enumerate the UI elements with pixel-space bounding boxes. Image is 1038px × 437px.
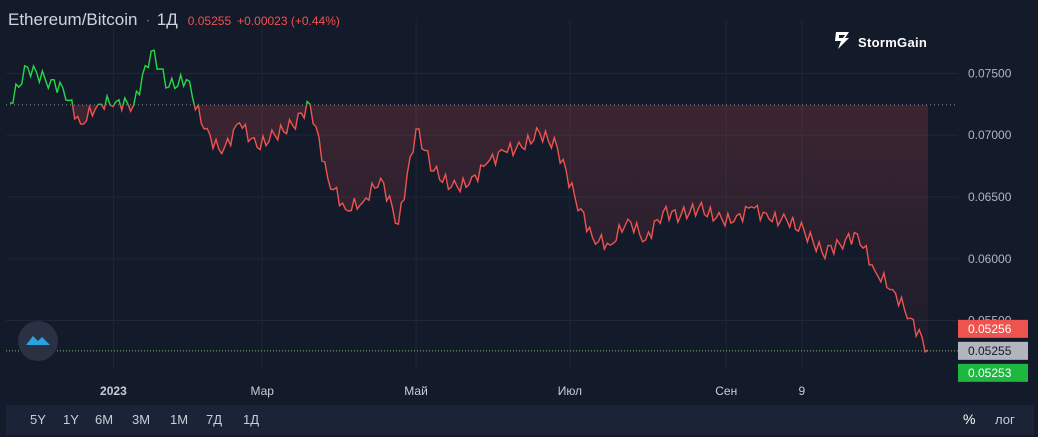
data-point (450, 186, 452, 188)
data-point (274, 134, 276, 136)
price-line-up (9, 49, 311, 105)
symbol-title: Ethereum/Bitcoin (8, 10, 138, 29)
data-point (909, 317, 911, 319)
data-point (291, 124, 293, 126)
range-1d-button[interactable]: 1Д (243, 412, 260, 427)
price-label-current-box (958, 341, 1028, 360)
data-point (574, 196, 576, 198)
cloud-icon (25, 331, 51, 352)
data-point (609, 244, 611, 246)
data-point (662, 211, 664, 213)
range-3m-button[interactable]: 3M (132, 412, 151, 427)
data-point (592, 237, 594, 239)
data-point (344, 208, 346, 210)
data-point (309, 103, 311, 105)
data-point (768, 218, 770, 220)
data-point (433, 170, 435, 172)
data-point (397, 223, 399, 225)
data-point (168, 86, 170, 88)
data-point (97, 103, 99, 105)
data-point (503, 150, 505, 152)
data-point (839, 243, 841, 245)
data-point (80, 123, 82, 125)
y-tick-label: 0.07500 (968, 66, 1012, 80)
data-point (44, 79, 46, 81)
range-toolbar: 5Y 1Y 6M 3M 1M 7Д 1Д % лог (6, 405, 1034, 435)
data-point (486, 163, 488, 165)
data-point (733, 221, 735, 223)
data-point (133, 105, 135, 107)
y-tick-label: 0.07000 (968, 128, 1012, 142)
x-tick-label: 9 (799, 384, 806, 398)
data-point (362, 201, 364, 203)
x-tick-label: Мар (250, 384, 274, 398)
data-point (803, 231, 805, 233)
data-point (239, 122, 241, 124)
data-point (645, 239, 647, 241)
data-point (415, 128, 417, 130)
brand-name: StormGain (858, 35, 928, 50)
data-point (680, 215, 682, 217)
data-point (786, 219, 788, 221)
price-area-fill (10, 104, 928, 352)
percent-scale-button[interactable]: % (963, 411, 976, 427)
price-change: +0.00023 (+0.44%) (237, 14, 340, 28)
data-point (698, 207, 700, 209)
data-point (750, 206, 752, 208)
data-point (892, 289, 894, 291)
data-point (327, 177, 329, 179)
price-label-high-box (958, 319, 1028, 338)
tradingview-logo-button[interactable] (18, 321, 58, 361)
data-point (221, 153, 223, 155)
range-6m-button[interactable]: 6M (95, 412, 114, 427)
data-point (380, 177, 382, 179)
range-7d-button[interactable]: 7Д (206, 412, 223, 427)
y-tick-label: 0.06500 (968, 190, 1012, 204)
x-tick-label: Май (404, 384, 428, 398)
data-point (715, 217, 717, 219)
data-point (874, 270, 876, 272)
price-line-down (71, 104, 929, 353)
data-point (203, 128, 205, 130)
data-point (821, 252, 823, 254)
data-point (115, 101, 117, 103)
x-tick-label: Сен (715, 384, 737, 398)
price-label-current: 0.05255 (968, 344, 1012, 358)
header-separator: · (145, 12, 151, 29)
data-point (627, 218, 629, 220)
x-tick-label: 2023 (100, 384, 127, 398)
data-point (556, 147, 558, 149)
data-point (468, 184, 470, 186)
data-point (62, 87, 64, 89)
x-tick-label: Июл (558, 384, 582, 398)
y-tick-label: 0.06000 (968, 252, 1012, 266)
price-label-low: 0.05253 (968, 366, 1012, 380)
data-point (539, 132, 541, 134)
data-point (856, 233, 858, 235)
log-scale-button[interactable]: лог (995, 412, 1015, 427)
price-label-high: 0.05256 (968, 322, 1012, 336)
last-price: 0.05255 (187, 14, 232, 28)
range-5y-button[interactable]: 5Y (30, 412, 46, 427)
data-point (256, 147, 258, 149)
chart-header: Ethereum/Bitcoin · 1Д 0.05255 +0.00023 (… (8, 10, 346, 30)
data-point (9, 102, 11, 104)
timeframe-label: 1Д (156, 10, 178, 29)
brand-logo: StormGain (832, 30, 927, 55)
data-point (186, 79, 188, 81)
lightning-icon (832, 30, 852, 55)
price-label-low-box (958, 363, 1028, 382)
range-1y-button[interactable]: 1Y (63, 412, 79, 427)
data-point (521, 147, 523, 149)
data-point (27, 66, 29, 68)
data-point (150, 50, 152, 52)
range-1m-button[interactable]: 1M (170, 412, 189, 427)
